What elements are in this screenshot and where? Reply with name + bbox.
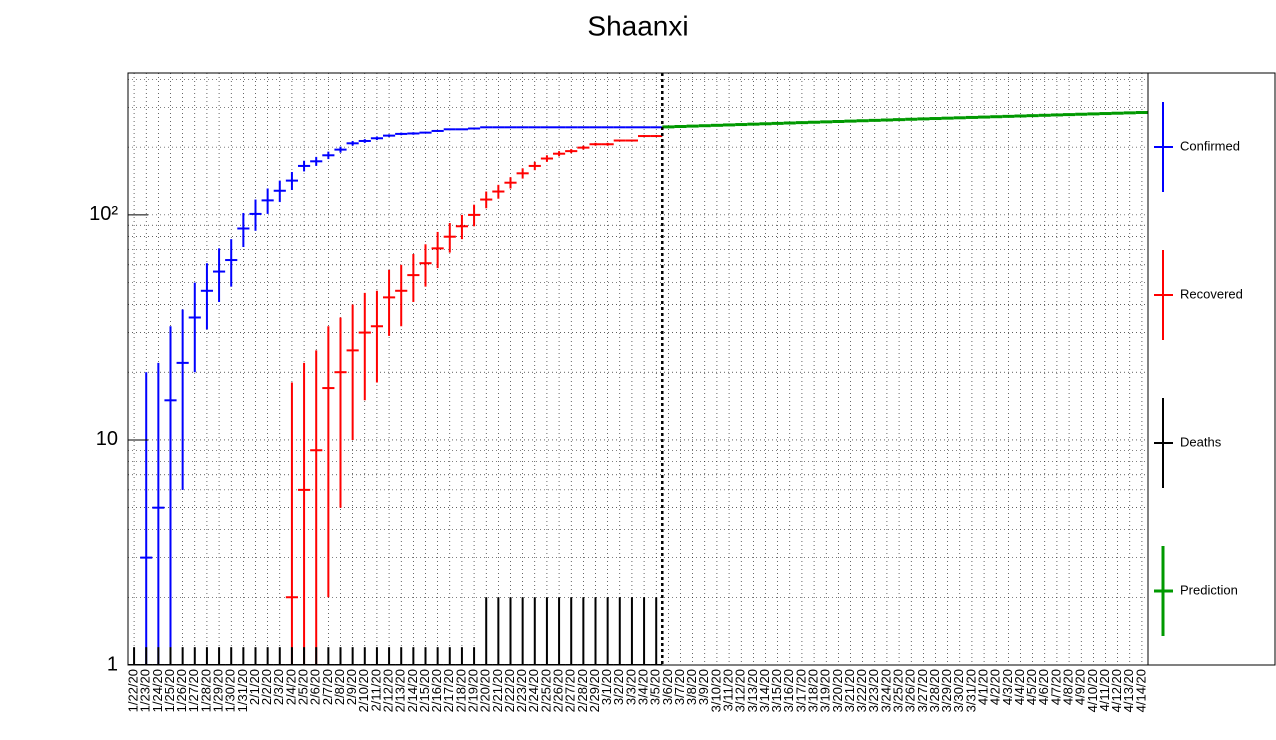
x-tick-label: 4/8/20 [1061,669,1076,705]
y-tick-label: 10² [89,203,118,225]
x-tick-label: 3/23/20 [866,669,881,712]
x-tick-label: 2/2/20 [259,669,274,705]
x-tick-label: 2/6/20 [308,669,323,705]
x-tick-label: 2/23/20 [514,669,529,712]
x-tick-label: 4/6/20 [1036,669,1051,705]
x-tick-label: 1/30/20 [223,669,238,712]
x-tick-label: 2/26/20 [551,669,566,712]
x-tick-label: 4/4/20 [1012,669,1027,705]
x-tick-label: 2/9/20 [344,669,359,705]
x-tick-label: 2/22/20 [502,669,517,712]
y-tick-label: 1 [107,653,118,675]
x-tick-label: 4/7/20 [1048,669,1063,705]
x-tick-label: 3/18/20 [806,669,821,712]
x-tick-label: 3/21/20 [842,669,857,712]
x-tick-label: 4/3/20 [1000,669,1015,705]
x-tick-label: 3/8/20 [684,669,699,705]
x-tick-label: 2/20/20 [478,669,493,712]
x-tick-label: 3/27/20 [915,669,930,712]
x-tick-label: 2/27/20 [563,669,578,712]
y-tick-label: 10 [96,428,118,450]
x-tick-label: 3/11/20 [721,669,736,711]
legend-label: Prediction [1180,582,1238,597]
x-tick-label: 4/14/20 [1133,669,1148,712]
x-tick-label: 1/24/20 [150,669,165,712]
x-tick-label: 2/29/20 [587,669,602,712]
x-tick-label: 3/12/20 [733,669,748,712]
x-tick-label: 2/4/20 [283,669,298,705]
x-tick-label: 2/11/20 [368,669,383,711]
x-tick-label: 1/29/20 [211,669,226,712]
x-tick-label: 2/28/20 [575,669,590,712]
x-tick-label: 3/20/20 [830,669,845,712]
x-tick-label: 4/5/20 [1024,669,1039,705]
x-tick-label: 1/27/20 [186,669,201,712]
x-tick-label: 3/7/20 [672,669,687,705]
x-tick-label: 3/30/20 [951,669,966,712]
x-tick-label: 3/29/20 [939,669,954,712]
x-tick-label: 3/10/20 [708,669,723,712]
x-tick-label: 2/17/20 [441,669,456,712]
x-tick-label: 2/12/20 [381,669,396,712]
legend-label: Confirmed [1180,138,1240,153]
x-tick-label: 4/13/20 [1121,669,1136,712]
legend-label: Recovered [1180,286,1243,301]
x-tick-label: 3/25/20 [891,669,906,712]
x-tick-label: 3/6/20 [660,669,675,705]
x-tick-label: 3/17/20 [793,669,808,712]
x-tick-label: 1/28/20 [198,669,213,712]
x-tick-label: 4/1/20 [976,669,991,705]
x-tick-label: 3/31/20 [963,669,978,712]
x-tick-label: 2/15/20 [417,669,432,712]
x-tick-label: 4/9/20 [1073,669,1088,705]
x-tick-label: 4/12/20 [1109,669,1124,712]
x-tick-label: 3/4/20 [636,669,651,705]
x-tick-label: 2/5/20 [296,669,311,705]
x-tick-label: 3/26/20 [903,669,918,712]
x-tick-label: 2/1/20 [247,669,262,705]
x-tick-label: 3/1/20 [599,669,614,705]
x-tick-label: 2/21/20 [490,669,505,712]
x-tick-label: 1/26/20 [174,669,189,712]
legend-box [1147,72,1276,666]
x-tick-label: 2/3/20 [271,669,286,705]
x-tick-label: 3/15/20 [769,669,784,712]
x-tick-label: 2/25/20 [538,669,553,712]
x-tick-label: 2/18/20 [453,669,468,712]
x-tick-label: 3/24/20 [878,669,893,712]
x-tick-label: 1/25/20 [162,669,177,712]
x-tick-label: 2/7/20 [320,669,335,705]
x-tick-label: 3/13/20 [745,669,760,712]
x-tick-label: 3/22/20 [854,669,869,712]
x-tick-label: 1/31/20 [235,669,250,712]
x-tick-label: 3/2/20 [611,669,626,705]
x-tick-label: 2/19/20 [466,669,481,712]
x-tick-label: 3/5/20 [648,669,663,705]
x-tick-label: 3/19/20 [818,669,833,712]
chart-title: Shaanxi [587,10,688,41]
x-tick-label: 2/16/20 [429,669,444,712]
x-tick-label: 3/14/20 [757,669,772,712]
legend-label: Deaths [1180,434,1222,449]
x-tick-label: 2/24/20 [526,669,541,712]
x-tick-label: 1/23/20 [138,669,153,712]
x-tick-label: 2/8/20 [332,669,347,705]
x-tick-label: 3/3/20 [623,669,638,705]
x-tick-label: 4/2/20 [988,669,1003,705]
x-tick-label: 2/10/20 [356,669,371,712]
x-tick-label: 2/13/20 [393,669,408,712]
plot-area [128,111,1148,665]
x-tick-label: 4/10/20 [1085,669,1100,712]
x-tick-label: 3/16/20 [781,669,796,712]
x-tick-label: 3/28/20 [927,669,942,712]
x-tick-label: 2/14/20 [405,669,420,712]
x-tick-label: 1/22/20 [126,669,141,712]
x-tick-label: 3/9/20 [696,669,711,705]
x-tick-label: 4/11/20 [1097,669,1112,711]
